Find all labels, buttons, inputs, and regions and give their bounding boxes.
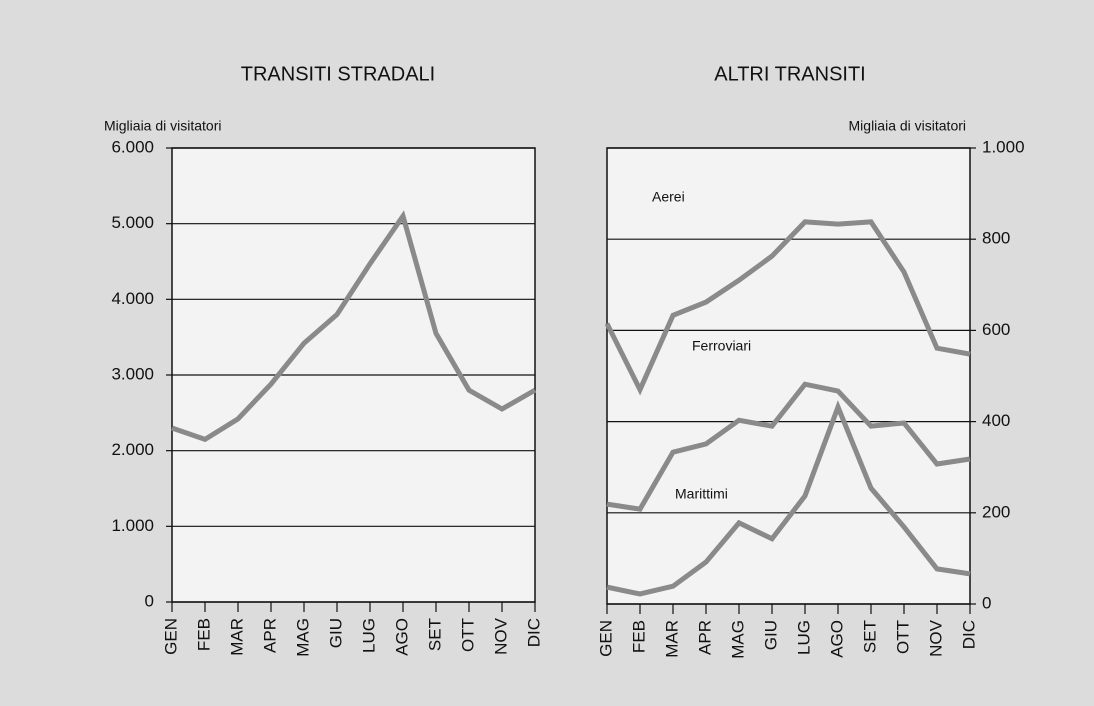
x-tick-label: AGO (827, 620, 846, 658)
x-tick-label: NOV (926, 619, 945, 657)
x-tick-label: DIC (524, 618, 543, 647)
series-label: Aerei (652, 189, 685, 205)
x-tick-label: DIC (959, 620, 978, 649)
x-tick-label: MAG (293, 618, 312, 657)
x-tick-label: MAR (662, 620, 681, 658)
series-label: Marittimi (675, 486, 728, 502)
x-tick-label: GEN (596, 620, 615, 657)
y-tick-label: 800 (982, 229, 1010, 248)
series-line (171, 210, 537, 443)
y-tick-label: 5.000 (111, 213, 154, 232)
x-tick-label: OTT (893, 620, 912, 654)
y-tick-label: 2.000 (111, 440, 154, 459)
y-tick-label: 400 (982, 411, 1010, 430)
series-line (604, 219, 971, 396)
y-axis-label: Migliaia di visitatori (849, 118, 966, 134)
x-tick-label: MAR (227, 618, 246, 656)
y-tick-label: 0 (982, 593, 991, 612)
x-tick-label: MAG (728, 620, 747, 659)
y-tick-label: 6.000 (111, 137, 154, 156)
y-tick-label: 0 (145, 591, 154, 610)
x-tick-label: GIU (761, 620, 780, 650)
y-tick-label: 4.000 (111, 289, 154, 308)
y-tick-label: 200 (982, 502, 1010, 521)
series-label: Ferroviari (692, 338, 751, 354)
y-tick-label: 3.000 (111, 364, 154, 383)
x-tick-label: SET (425, 618, 444, 651)
x-tick-label: FEB (629, 620, 648, 653)
x-tick-label: APR (260, 618, 279, 653)
y-axis-label: Migliaia di visitatori (104, 118, 221, 134)
x-tick-label: OTT (458, 618, 477, 652)
x-tick-label: AGO (392, 618, 411, 656)
series-line (606, 381, 971, 512)
y-tick-label: 1.000 (111, 516, 154, 535)
plot-area (606, 147, 971, 605)
series-line (606, 400, 971, 597)
x-tick-label: FEB (194, 618, 213, 651)
x-tick-label: APR (695, 620, 714, 655)
chart-title: TRANSITI STRADALI (241, 63, 435, 85)
chart-title: ALTRI TRANSITI (714, 63, 866, 85)
x-tick-label: GEN (161, 618, 180, 655)
y-tick-label: 600 (982, 320, 1010, 339)
x-tick-label: LUG (794, 620, 813, 655)
x-tick-label: SET (860, 620, 879, 653)
x-tick-label: NOV (491, 617, 510, 655)
x-tick-label: GIU (326, 618, 345, 648)
x-tick-label: LUG (359, 618, 378, 653)
y-tick-label: 1.000 (982, 137, 1025, 156)
